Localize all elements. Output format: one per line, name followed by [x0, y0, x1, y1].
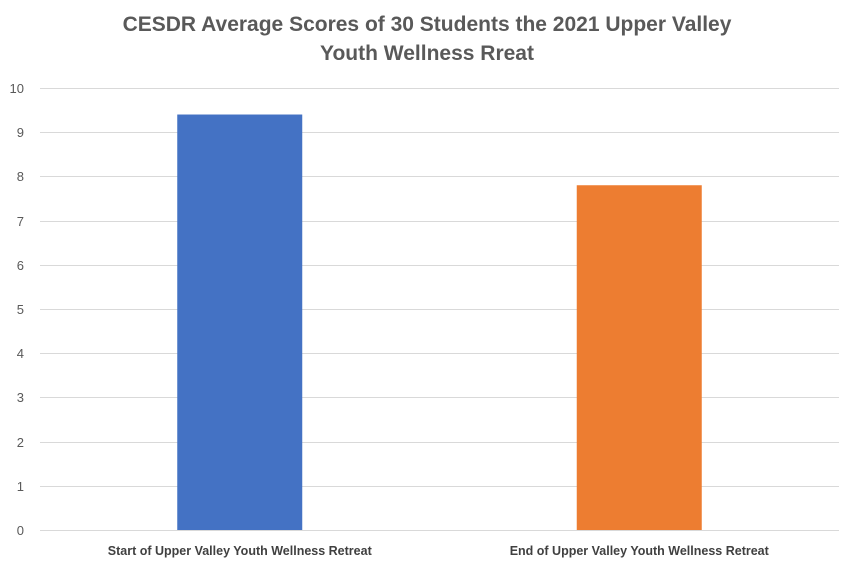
- y-axis-tick-labels: 0 1 2 3 4 5 6 7 8 9 10: [10, 81, 24, 538]
- chart-title-line-2: Youth Wellness Rreat: [320, 42, 534, 65]
- y-tick-label: 0: [17, 523, 24, 538]
- gridlines: [40, 88, 839, 531]
- y-tick-label: 3: [17, 390, 24, 405]
- x-axis-category-labels: Start of Upper Valley Youth Wellness Ret…: [108, 544, 770, 558]
- bar-2: [576, 185, 702, 531]
- y-tick-label: 1: [17, 479, 24, 494]
- y-tick-label: 7: [17, 214, 24, 229]
- y-tick-label: 10: [10, 81, 24, 96]
- y-tick-label: 6: [17, 258, 24, 273]
- y-tick-label: 4: [17, 346, 24, 361]
- bars: [177, 114, 702, 531]
- y-tick-label: 2: [17, 435, 24, 450]
- y-tick-label: 5: [17, 302, 24, 317]
- x-category-label: End of Upper Valley Youth Wellness Retre…: [510, 544, 770, 558]
- y-tick-label: 8: [17, 169, 24, 184]
- x-category-label: Start of Upper Valley Youth Wellness Ret…: [108, 544, 373, 558]
- y-tick-label: 9: [17, 125, 24, 140]
- chart-title: CESDR Average Scores of 30 Students the …: [0, 10, 854, 68]
- bar-1: [177, 114, 303, 531]
- chart-title-line-1: CESDR Average Scores of 30 Students the …: [122, 13, 732, 36]
